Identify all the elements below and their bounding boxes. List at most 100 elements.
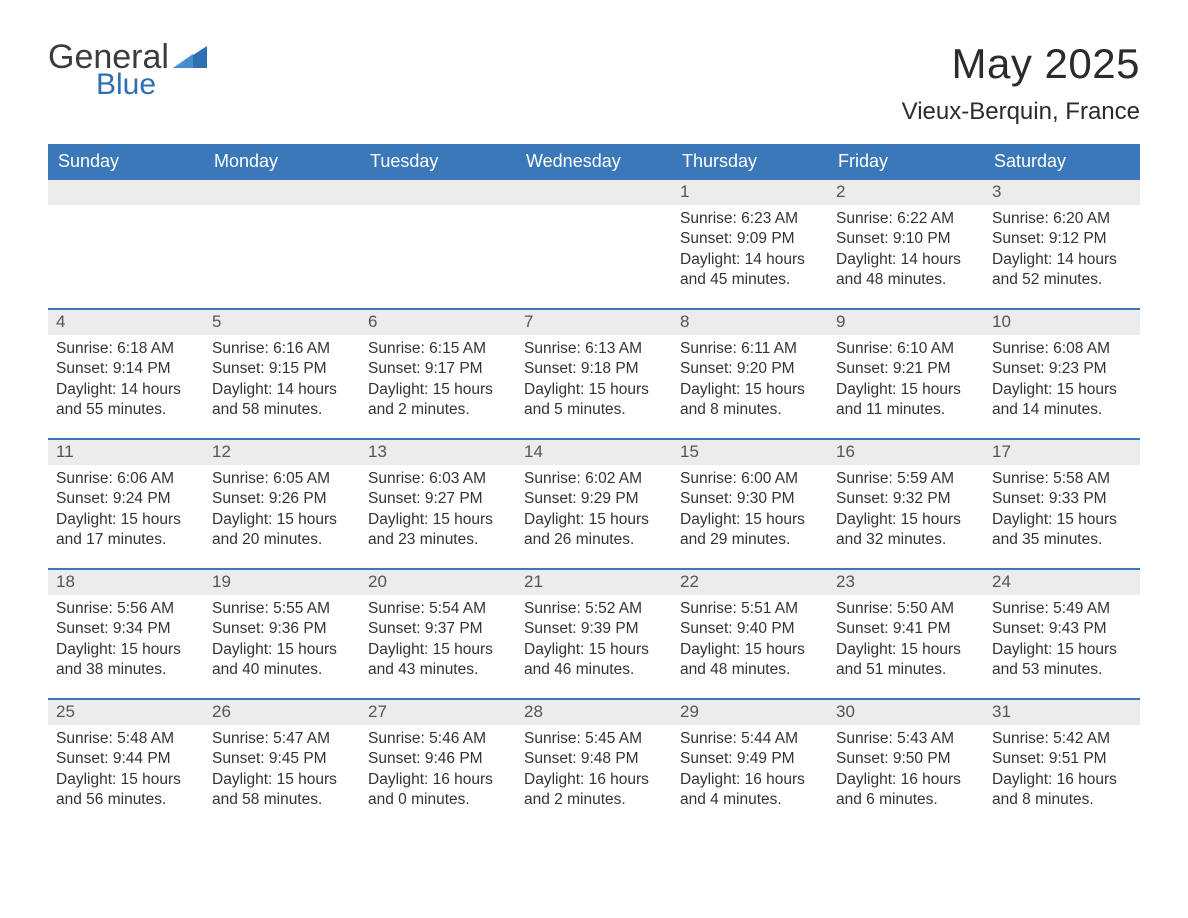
day-cell: . [48, 180, 204, 308]
day-number: 24 [984, 570, 1140, 595]
weekday-header: Thursday [672, 144, 828, 180]
day-details: Sunrise: 5:52 AMSunset: 9:39 PMDaylight:… [516, 595, 672, 687]
location-subtitle: Vieux-Berquin, France [902, 98, 1140, 126]
day-details: Sunrise: 5:51 AMSunset: 9:40 PMDaylight:… [672, 595, 828, 687]
sunset-line: Sunset: 9:17 PM [368, 359, 508, 379]
day-details: Sunrise: 5:43 AMSunset: 9:50 PMDaylight:… [828, 725, 984, 817]
daylight-line: Daylight: 15 hours and 5 minutes. [524, 380, 664, 421]
day-cell: 30Sunrise: 5:43 AMSunset: 9:50 PMDayligh… [828, 700, 984, 828]
day-cell: 1Sunrise: 6:23 AMSunset: 9:09 PMDaylight… [672, 180, 828, 308]
day-cell: 18 Sunrise: 5:56 AMSunset: 9:34 PMDayligh… [48, 570, 204, 698]
sunset-line: Sunset: 9:37 PM [368, 619, 508, 639]
sunrise-line: Sunrise: 6:03 AM [368, 469, 508, 489]
sunset-line: Sunset: 9:34 PM [56, 619, 196, 639]
daylight-line: Daylight: 15 hours and 51 minutes. [836, 640, 976, 681]
day-details: Sunrise: 6:20 AMSunset: 9:12 PMDaylight:… [984, 205, 1140, 297]
daylight-line: Daylight: 14 hours and 55 minutes. [56, 380, 196, 421]
weekday-header: Tuesday [360, 144, 516, 180]
day-details: Sunrise: 6:00 AMSunset: 9:30 PMDaylight:… [672, 465, 828, 557]
day-details: Sunrise: 6:22 AMSunset: 9:10 PMDaylight:… [828, 205, 984, 297]
sunrise-line: Sunrise: 5:55 AM [212, 599, 352, 619]
sunrise-line: Sunrise: 5:59 AM [836, 469, 976, 489]
day-number: 19 [204, 570, 360, 595]
day-number: 22 [672, 570, 828, 595]
sunset-line: Sunset: 9:24 PM [56, 489, 196, 509]
day-number: . [516, 180, 672, 205]
day-cell: 9Sunrise: 6:10 AMSunset: 9:21 PMDaylight… [828, 310, 984, 438]
day-details: Sunrise: 6:15 AMSunset: 9:17 PMDaylight:… [360, 335, 516, 427]
sunrise-line: Sunrise: 5:44 AM [680, 729, 820, 749]
daylight-line: Daylight: 15 hours and 35 minutes. [992, 510, 1132, 551]
day-number: 16 [828, 440, 984, 465]
sunrise-line: Sunrise: 5:49 AM [992, 599, 1132, 619]
day-details: Sunrise: 5:48 AMSunset: 9:44 PMDaylight:… [48, 725, 204, 817]
day-number: 28 [516, 700, 672, 725]
sunrise-line: Sunrise: 6:00 AM [680, 469, 820, 489]
daylight-line: Daylight: 16 hours and 4 minutes. [680, 770, 820, 811]
sunrise-line: Sunrise: 5:51 AM [680, 599, 820, 619]
sunrise-line: Sunrise: 5:52 AM [524, 599, 664, 619]
day-number: 31 [984, 700, 1140, 725]
sunrise-line: Sunrise: 5:42 AM [992, 729, 1132, 749]
daylight-line: Daylight: 15 hours and 38 minutes. [56, 640, 196, 681]
sunset-line: Sunset: 9:51 PM [992, 749, 1132, 769]
day-cell: 22Sunrise: 5:51 AMSunset: 9:40 PMDayligh… [672, 570, 828, 698]
sunrise-line: Sunrise: 6:08 AM [992, 339, 1132, 359]
day-cell: 8Sunrise: 6:11 AMSunset: 9:20 PMDaylight… [672, 310, 828, 438]
daylight-line: Daylight: 14 hours and 58 minutes. [212, 380, 352, 421]
daylight-line: Daylight: 15 hours and 2 minutes. [368, 380, 508, 421]
day-details: Sunrise: 6:10 AMSunset: 9:21 PMDaylight:… [828, 335, 984, 427]
day-cell: 11Sunrise: 6:06 AMSunset: 9:24 PMDayligh… [48, 440, 204, 568]
day-number: 7 [516, 310, 672, 335]
sunset-line: Sunset: 9:29 PM [524, 489, 664, 509]
sunset-line: Sunset: 9:14 PM [56, 359, 196, 379]
sunrise-line: Sunrise: 5:56 AM [56, 599, 196, 619]
day-cell: . [360, 180, 516, 308]
sunrise-line: Sunrise: 5:46 AM [368, 729, 508, 749]
sunrise-line: Sunrise: 6:02 AM [524, 469, 664, 489]
day-details: Sunrise: 6:06 AMSunset: 9:24 PMDaylight:… [48, 465, 204, 557]
day-cell: 29Sunrise: 5:44 AMSunset: 9:49 PMDayligh… [672, 700, 828, 828]
day-details: Sunrise: 6:18 AMSunset: 9:14 PMDaylight:… [48, 335, 204, 427]
day-details: Sunrise: 6:23 AMSunset: 9:09 PMDaylight:… [672, 205, 828, 297]
weekday-header: Friday [828, 144, 984, 180]
day-number: 20 [360, 570, 516, 595]
day-cell: 3Sunrise: 6:20 AMSunset: 9:12 PMDaylight… [984, 180, 1140, 308]
calendar-table: SundayMondayTuesdayWednesdayThursdayFrid… [48, 144, 1140, 828]
sunset-line: Sunset: 9:23 PM [992, 359, 1132, 379]
day-cell: . [204, 180, 360, 308]
sunset-line: Sunset: 9:09 PM [680, 229, 820, 249]
day-cell: 13Sunrise: 6:03 AMSunset: 9:27 PMDayligh… [360, 440, 516, 568]
day-number: 1 [672, 180, 828, 205]
daylight-line: Daylight: 15 hours and 11 minutes. [836, 380, 976, 421]
sunset-line: Sunset: 9:18 PM [524, 359, 664, 379]
month-year-title: May 2025 [902, 40, 1140, 88]
day-number: 21 [516, 570, 672, 595]
day-number: 30 [828, 700, 984, 725]
sunrise-line: Sunrise: 6:16 AM [212, 339, 352, 359]
day-details: Sunrise: 5:42 AMSunset: 9:51 PMDaylight:… [984, 725, 1140, 817]
day-details: Sunrise: 6:13 AMSunset: 9:18 PMDaylight:… [516, 335, 672, 427]
sunset-line: Sunset: 9:41 PM [836, 619, 976, 639]
day-number: . [204, 180, 360, 205]
day-number: 6 [360, 310, 516, 335]
daylight-line: Daylight: 15 hours and 56 minutes. [56, 770, 196, 811]
daylight-line: Daylight: 15 hours and 17 minutes. [56, 510, 196, 551]
sunset-line: Sunset: 9:20 PM [680, 359, 820, 379]
sunrise-line: Sunrise: 6:23 AM [680, 209, 820, 229]
daylight-line: Daylight: 16 hours and 0 minutes. [368, 770, 508, 811]
daylight-line: Daylight: 15 hours and 20 minutes. [212, 510, 352, 551]
day-cell: 5Sunrise: 6:16 AMSunset: 9:15 PMDaylight… [204, 310, 360, 438]
day-cell: 25Sunrise: 5:48 AMSunset: 9:44 PMDayligh… [48, 700, 204, 828]
week-row: 4Sunrise: 6:18 AMSunset: 9:14 PMDaylight… [48, 308, 1140, 438]
weekday-header: Wednesday [516, 144, 672, 180]
sunset-line: Sunset: 9:33 PM [992, 489, 1132, 509]
day-number: 18 [48, 570, 204, 595]
day-cell: 16Sunrise: 5:59 AMSunset: 9:32 PMDayligh… [828, 440, 984, 568]
daylight-line: Daylight: 15 hours and 29 minutes. [680, 510, 820, 551]
day-details: Sunrise: 6:03 AMSunset: 9:27 PMDaylight:… [360, 465, 516, 557]
day-cell: 26Sunrise: 5:47 AMSunset: 9:45 PMDayligh… [204, 700, 360, 828]
sunrise-line: Sunrise: 6:13 AM [524, 339, 664, 359]
sunrise-line: Sunrise: 6:22 AM [836, 209, 976, 229]
day-number: 2 [828, 180, 984, 205]
